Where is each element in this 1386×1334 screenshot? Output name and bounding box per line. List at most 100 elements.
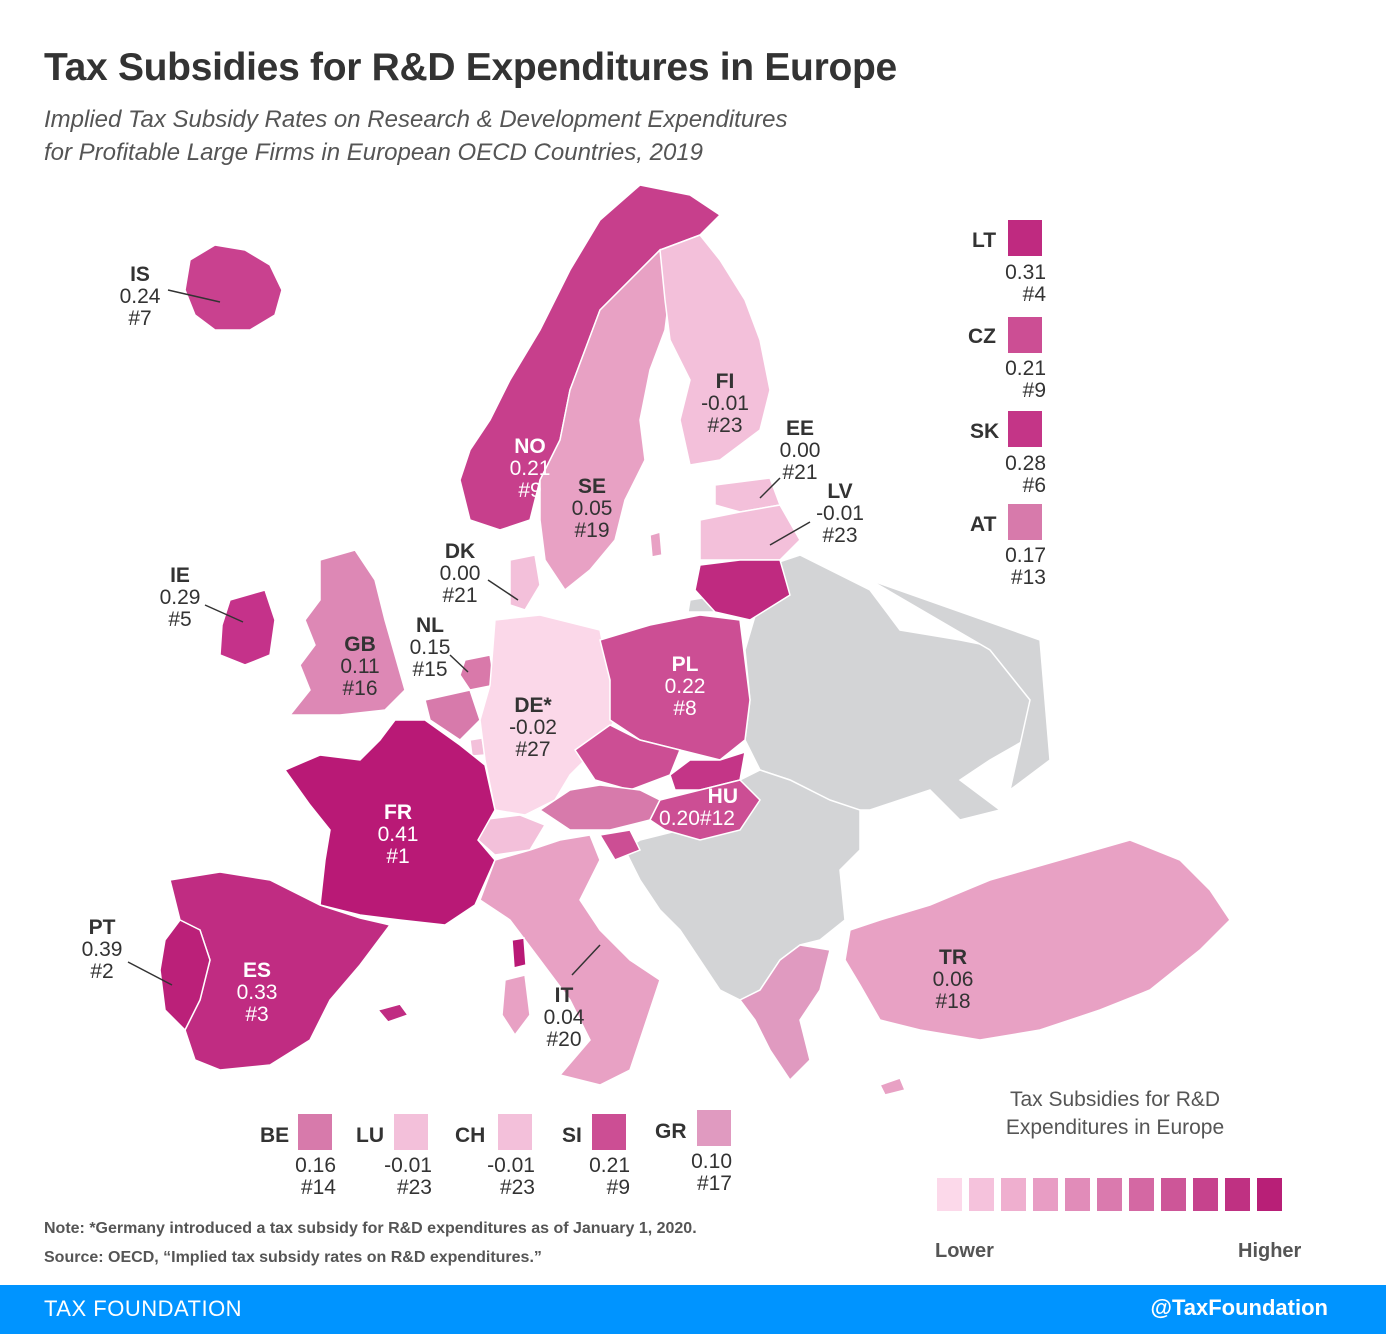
europe-map [127, 184, 1231, 1096]
label-IT: IT 0.04 #20 [532, 985, 596, 1051]
country-PT [159, 919, 211, 1032]
value-CH: -0.01 [487, 1154, 535, 1177]
value-IS: 0.24 [119, 285, 161, 308]
country-LT [694, 559, 791, 621]
island-gotland [649, 531, 663, 558]
callout-CH-text: -0.01 #23 [475, 1155, 535, 1199]
rank-ES: #3 [245, 1003, 269, 1026]
code-DE: DE* [514, 694, 552, 717]
swatch-LU [394, 1114, 428, 1150]
country-NL [459, 654, 496, 691]
rank-NO: #9 [518, 479, 542, 502]
code-GB: GB [344, 633, 376, 656]
swatch-SK [1008, 411, 1042, 447]
value-BE: 0.16 [295, 1154, 336, 1177]
footer-brand: TAX FOUNDATION [44, 1296, 243, 1321]
country-HU [649, 779, 761, 841]
value-GR: 0.10 [691, 1150, 732, 1173]
value-AT: 0.17 [1005, 544, 1046, 567]
legend-swatch-1 [937, 1178, 962, 1211]
subtitle-line-2: for Profitable Large Firms in European O… [44, 139, 703, 166]
island-balearic [376, 1003, 410, 1023]
callout-AT-text: 0.17 #13 [986, 545, 1046, 589]
leader-DK [487, 579, 519, 601]
code-LU: LU [356, 1124, 384, 1147]
value-NL: 0.15 [409, 636, 451, 659]
country-TR [844, 839, 1231, 1041]
rank-SI: #9 [606, 1176, 630, 1199]
leader-IS [167, 289, 221, 303]
rank-SE: #19 [574, 519, 610, 542]
code-SI: SI [562, 1124, 582, 1147]
code-CH: CH [455, 1124, 486, 1147]
label-DE: DE* -0.02 #27 [495, 695, 571, 761]
rank-CH: #23 [499, 1176, 535, 1199]
chart-subtitle: Implied Tax Subsidy Rates on Research & … [44, 103, 944, 169]
value-TR: 0.06 [932, 968, 974, 991]
swatch-BE [298, 1114, 332, 1150]
subtitle-line-1: Implied Tax Subsidy Rates on Research & … [44, 106, 788, 133]
country-GB [288, 549, 406, 716]
swatch-GR [697, 1110, 731, 1146]
swatch-CH [498, 1114, 532, 1150]
callout-LT-text: 0.31 #4 [986, 262, 1046, 306]
rank-IT: #20 [546, 1028, 582, 1051]
legend-swatch-10 [1225, 1178, 1250, 1211]
legend-swatch-9 [1193, 1178, 1218, 1211]
code-LV: LV [827, 480, 853, 503]
code-IE: IE [170, 564, 190, 587]
legend-swatch-4 [1033, 1178, 1058, 1211]
region-belarus-ukraine [744, 554, 1036, 821]
legend-low-label: Lower [935, 1240, 994, 1262]
code-CZ: CZ [968, 325, 996, 348]
legend-swatch-3 [1001, 1178, 1026, 1211]
value-GB: 0.11 [340, 655, 380, 678]
value-LU: -0.01 [384, 1154, 432, 1177]
value-DK: 0.00 [439, 562, 481, 585]
rank-DK: #21 [442, 584, 478, 607]
label-LV: LV -0.01 #23 [805, 481, 875, 547]
code-DK: DK [444, 540, 476, 563]
rank-HU: #12 [699, 807, 735, 830]
swatch-LT [1008, 220, 1042, 256]
code-GR: GR [655, 1120, 687, 1143]
code-TR: TR [939, 946, 967, 969]
code-EE: EE [785, 417, 814, 440]
rank-LV: #23 [822, 524, 858, 547]
note-text: Note: *Germany introduced a tax subsidy … [44, 1220, 697, 1237]
rank-AT: #13 [1010, 566, 1046, 589]
rank-IS: #7 [128, 307, 152, 330]
rank-DE: #27 [515, 738, 551, 761]
rank-FI: #23 [707, 414, 743, 437]
code-SE: SE [577, 475, 606, 498]
code-SK: SK [970, 420, 1000, 443]
swatch-SI [592, 1114, 626, 1150]
callout-SI-text: 0.21 #9 [570, 1155, 630, 1199]
value-PL: 0.22 [664, 675, 706, 698]
value-EE: 0.00 [779, 439, 821, 462]
code-FI: FI [715, 370, 735, 393]
label-FR: FR 0.41 #1 [360, 802, 436, 868]
leader-EE [759, 477, 781, 499]
rank-IE: #5 [168, 608, 192, 631]
label-EE: EE 0.00 #21 [768, 418, 832, 484]
label-PL: PL 0.22 #8 [650, 654, 720, 720]
legend-swatch-7 [1129, 1178, 1154, 1211]
code-PL: PL [671, 653, 699, 676]
rank-LU: #23 [396, 1176, 432, 1199]
legend-swatch-6 [1097, 1178, 1122, 1211]
rank-PL: #8 [673, 697, 697, 720]
value-IT: 0.04 [543, 1006, 585, 1029]
leader-LV [769, 521, 811, 546]
region-russia-west [869, 579, 1051, 792]
leader-NL [449, 654, 469, 673]
country-IS [184, 244, 283, 331]
value-NO: 0.21 [509, 457, 551, 480]
legend-swatch-5 [1065, 1178, 1090, 1211]
country-FR [283, 719, 496, 926]
footer-handle[interactable]: @TaxFoundation [1150, 1295, 1328, 1320]
source-text: Source: OECD, “Implied tax subsidy rates… [44, 1249, 542, 1266]
rank-BE: #14 [300, 1176, 336, 1199]
country-DE [479, 614, 616, 816]
island-cyprus [878, 1077, 907, 1096]
